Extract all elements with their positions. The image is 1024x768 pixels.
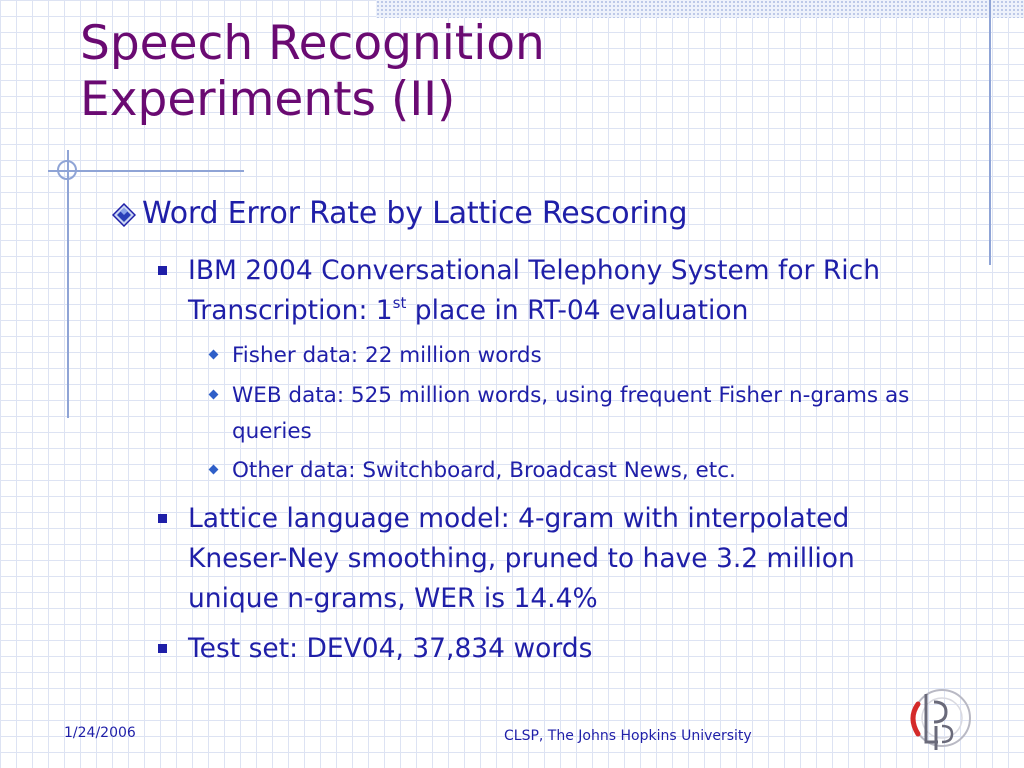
- bullet-lattice-model: Lattice language model: 4-gram with inte…: [158, 499, 948, 619]
- header-dot-band: [376, 0, 1024, 18]
- sub-bullet-text: Other data: Switchboard, Broadcast News,…: [232, 458, 736, 483]
- decor-vertical-line-left: [67, 150, 69, 418]
- sub-bullet-web: WEB data: 525 million words, using frequ…: [208, 378, 928, 450]
- clsp-logo-icon: [902, 682, 974, 756]
- sub-bullet-text: Fisher data: 22 million words: [232, 343, 542, 368]
- bullet-test-set: Test set: DEV04, 37,834 words: [158, 629, 948, 669]
- slide-title: Speech Recognition Experiments (II): [80, 16, 545, 128]
- footer-institution: CLSP, The Johns Hopkins University: [504, 728, 752, 744]
- decor-horizontal-line: [48, 170, 244, 172]
- sub-bullet-text: WEB data: 525 million words, using frequ…: [232, 383, 910, 444]
- decor-vertical-line-right: [989, 0, 991, 265]
- level1-bullet-text: Word Error Rate by Lattice Rescoring: [142, 196, 688, 231]
- bullet-ibm-superscript: st: [392, 293, 407, 312]
- bullet-ibm-text-part2: place in RT-04 evaluation: [406, 295, 749, 326]
- level1-bullet: Word Error Rate by Lattice Rescoring: [112, 196, 688, 231]
- bullet-test-set-text: Test set: DEV04, 37,834 words: [188, 633, 593, 664]
- slide-title-line-2: Experiments (II): [80, 72, 456, 127]
- square-bullet-icon: [158, 514, 167, 523]
- bullet-ibm-text-part1: IBM 2004 Conversational Telephony System…: [188, 255, 881, 326]
- square-bullet-icon: [158, 644, 167, 653]
- footer-date: 1/24/2006: [64, 725, 136, 741]
- slide-title-line-1: Speech Recognition: [80, 16, 545, 71]
- diamond-bullet-icon: [112, 199, 138, 229]
- square-bullet-icon: [158, 266, 167, 275]
- sub-bullet-fisher: Fisher data: 22 million words: [208, 338, 928, 374]
- sub-bullet-other: Other data: Switchboard, Broadcast News,…: [208, 453, 928, 489]
- bullet-ibm-system: IBM 2004 Conversational Telephony System…: [158, 251, 948, 331]
- bullet-lattice-text: Lattice language model: 4-gram with inte…: [188, 503, 855, 614]
- decor-crosshair-circle: [57, 160, 77, 180]
